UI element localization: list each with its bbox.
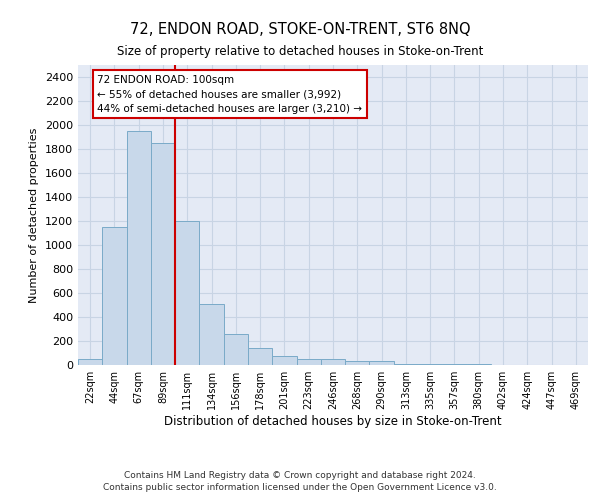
Text: Contains HM Land Registry data © Crown copyright and database right 2024.
Contai: Contains HM Land Registry data © Crown c… — [103, 471, 497, 492]
Bar — [151, 143, 175, 365]
Bar — [321, 359, 345, 365]
Bar — [272, 356, 296, 365]
Bar — [345, 362, 370, 365]
Bar — [442, 364, 467, 365]
Text: Size of property relative to detached houses in Stoke-on-Trent: Size of property relative to detached ho… — [117, 45, 483, 58]
Bar — [248, 348, 272, 365]
Bar — [78, 359, 102, 365]
Bar — [199, 304, 224, 365]
Bar — [224, 334, 248, 365]
Bar — [370, 362, 394, 365]
Bar — [296, 359, 321, 365]
X-axis label: Distribution of detached houses by size in Stoke-on-Trent: Distribution of detached houses by size … — [164, 415, 502, 428]
Bar — [467, 364, 491, 365]
Bar — [394, 364, 418, 365]
Bar — [102, 227, 127, 365]
Text: 72, ENDON ROAD, STOKE-ON-TRENT, ST6 8NQ: 72, ENDON ROAD, STOKE-ON-TRENT, ST6 8NQ — [130, 22, 470, 38]
Bar — [418, 364, 442, 365]
Y-axis label: Number of detached properties: Number of detached properties — [29, 128, 40, 302]
Text: 72 ENDON ROAD: 100sqm
← 55% of detached houses are smaller (3,992)
44% of semi-d: 72 ENDON ROAD: 100sqm ← 55% of detached … — [97, 74, 362, 114]
Bar — [127, 131, 151, 365]
Bar — [175, 221, 199, 365]
